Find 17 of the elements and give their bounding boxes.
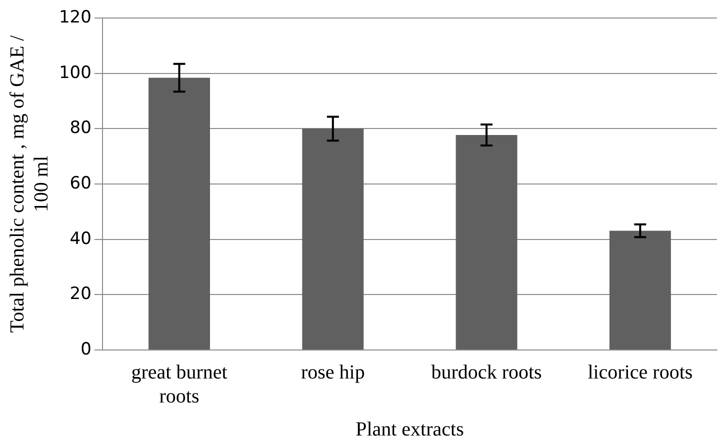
- x-tick-label: burdock roots: [431, 361, 542, 384]
- y-tick-label: 120: [58, 7, 92, 28]
- y-tick-label: 60: [70, 173, 92, 194]
- bar: [148, 78, 210, 350]
- y-axis-title: Total phenolic content , mg of GAE / 100 ml: [6, 34, 52, 333]
- x-tick-label: licorice roots: [588, 361, 693, 384]
- y-tick-label: 100: [58, 62, 92, 83]
- x-tick-label: rose hip: [300, 361, 365, 384]
- y-tick-label: 40: [70, 228, 92, 249]
- x-axis-title: Plant extracts: [356, 418, 464, 440]
- bar: [456, 135, 518, 350]
- bar: [609, 230, 671, 350]
- y-tick-label: 80: [70, 118, 92, 138]
- y-tick-label: 0: [80, 339, 92, 360]
- y-tick-label: 20: [70, 284, 92, 304]
- bar: [302, 128, 364, 350]
- x-tick-label: great burnet roots: [131, 361, 228, 408]
